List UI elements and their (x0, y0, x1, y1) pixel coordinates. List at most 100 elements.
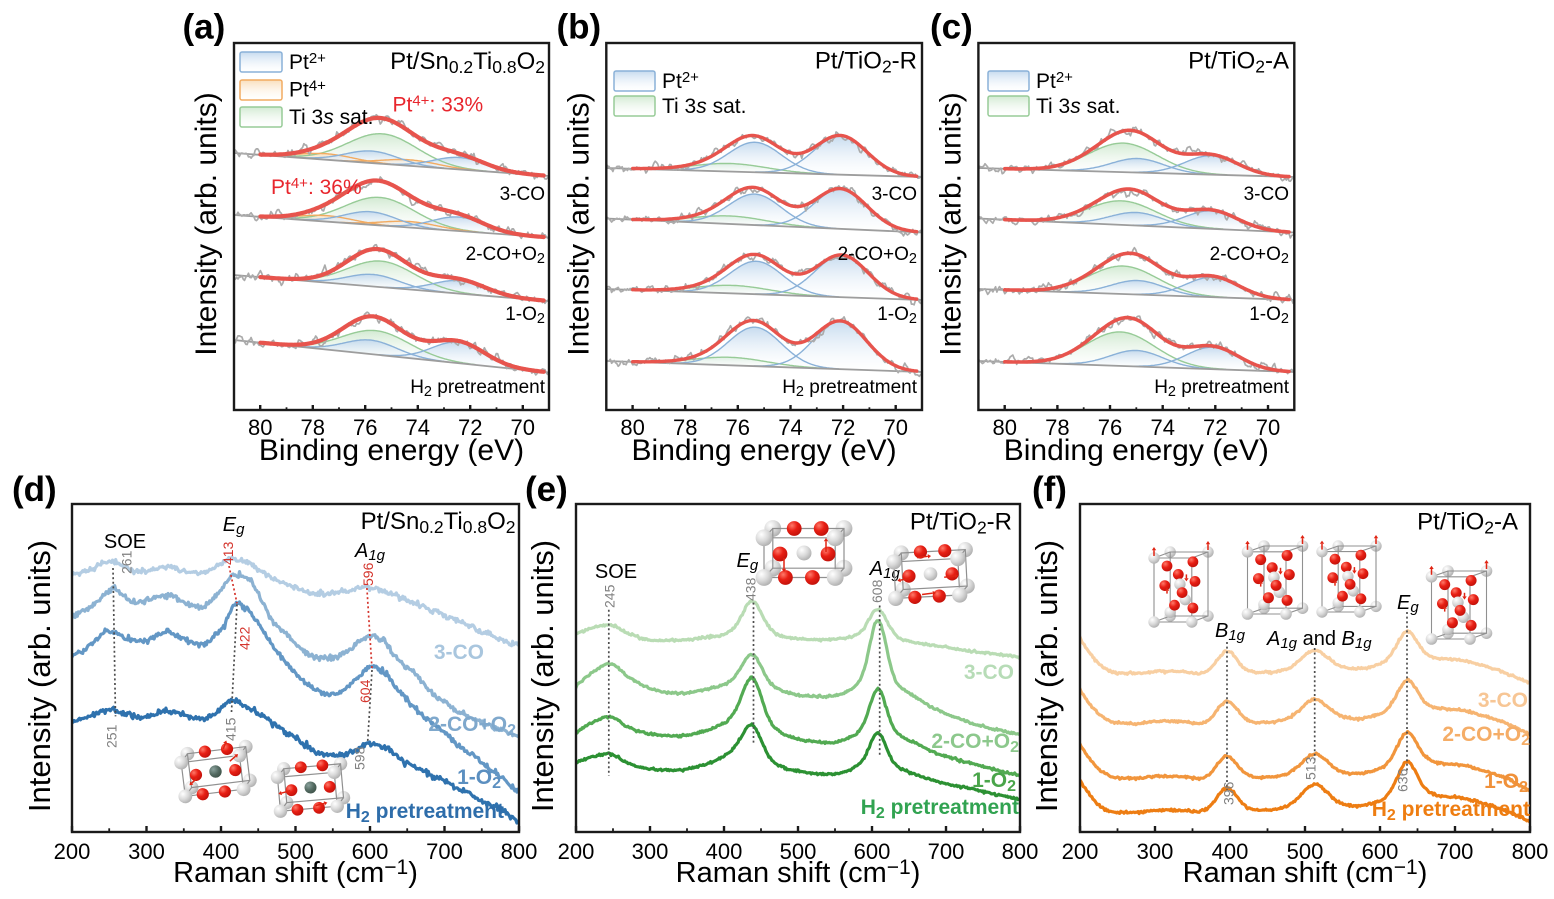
svg-text:700: 700 (1437, 839, 1474, 864)
svg-text:500: 500 (1287, 839, 1324, 864)
svg-text:70: 70 (511, 415, 535, 440)
svg-text:200: 200 (54, 839, 91, 864)
svg-text:Eg: Eg (223, 514, 245, 538)
svg-text:636: 636 (1395, 768, 1411, 792)
svg-text:400: 400 (203, 839, 240, 864)
svg-text:300: 300 (1137, 839, 1174, 864)
svg-text:Raman shift (cm−1): Raman shift (cm−1) (173, 856, 418, 889)
svg-text:SOE: SOE (104, 531, 146, 553)
svg-text:78: 78 (673, 415, 697, 440)
svg-text:(d): (d) (12, 470, 57, 509)
svg-text:600: 600 (854, 839, 891, 864)
svg-text:800: 800 (501, 839, 538, 864)
svg-text:438: 438 (743, 577, 759, 601)
svg-text:H2 pretreatment: H2 pretreatment (1154, 377, 1290, 400)
svg-text:70: 70 (1256, 415, 1280, 440)
svg-text:Raman shift (cm−1): Raman shift (cm−1) (1183, 856, 1428, 889)
svg-text:Binding energy (eV): Binding energy (eV) (259, 434, 524, 467)
svg-text:1-O2: 1-O2 (505, 304, 545, 327)
svg-text:396: 396 (1221, 781, 1237, 805)
svg-text:3-CO: 3-CO (434, 641, 484, 664)
svg-text:300: 300 (128, 839, 165, 864)
svg-text:500: 500 (277, 839, 314, 864)
svg-text:76: 76 (1098, 415, 1122, 440)
svg-text:78: 78 (1045, 415, 1069, 440)
svg-text:H2 pretreatment: H2 pretreatment (861, 796, 1019, 822)
svg-text:500: 500 (780, 839, 817, 864)
svg-text:Eg: Eg (1397, 592, 1419, 616)
svg-text:1-O2: 1-O2 (1249, 304, 1289, 327)
svg-text:Pt/TiO2-A: Pt/TiO2-A (1417, 509, 1518, 538)
svg-text:400: 400 (1212, 839, 1249, 864)
svg-text:80: 80 (248, 415, 272, 440)
svg-text:600: 600 (352, 839, 389, 864)
svg-text:B1g: B1g (1215, 620, 1246, 644)
svg-text:422: 422 (237, 626, 253, 650)
svg-text:2-CO+O2: 2-CO+O2 (428, 713, 516, 739)
svg-text:(f): (f) (1032, 470, 1067, 509)
svg-text:Pt/TiO2-A: Pt/TiO2-A (1188, 48, 1289, 77)
svg-text:SOE: SOE (595, 561, 637, 583)
svg-text:2-CO+O2: 2-CO+O2 (838, 244, 917, 267)
svg-text:513: 513 (1303, 756, 1319, 780)
svg-text:200: 200 (1062, 839, 1099, 864)
svg-text:700: 700 (928, 839, 965, 864)
svg-text:Intensity (arb. units): Intensity (arb. units) (22, 540, 57, 812)
svg-text:Intensity (arb. units): Intensity (arb. units) (1029, 540, 1064, 812)
svg-text:72: 72 (1203, 415, 1227, 440)
svg-text:608: 608 (869, 579, 885, 603)
svg-text:76: 76 (726, 415, 750, 440)
svg-text:3-CO: 3-CO (964, 661, 1014, 684)
svg-text:Ti 3s sat.: Ti 3s sat. (289, 106, 373, 129)
svg-text:2-CO+O2: 2-CO+O2 (1210, 244, 1289, 267)
svg-text:Ti 3s sat.: Ti 3s sat. (1036, 95, 1120, 118)
svg-text:604: 604 (357, 679, 373, 703)
svg-text:74: 74 (1150, 415, 1174, 440)
svg-text:Pt/TiO2-R: Pt/TiO2-R (910, 509, 1012, 538)
svg-text:Binding energy (eV): Binding energy (eV) (632, 434, 897, 467)
svg-text:600: 600 (1362, 839, 1399, 864)
svg-text:3-CO: 3-CO (500, 184, 545, 205)
svg-text:72: 72 (458, 415, 482, 440)
svg-text:Binding energy (eV): Binding energy (eV) (1004, 434, 1269, 467)
svg-text:Intensity (arb. units): Intensity (arb. units) (934, 92, 967, 355)
svg-text:2-CO+O2: 2-CO+O2 (466, 244, 545, 267)
svg-text:251: 251 (104, 724, 120, 748)
svg-text:800: 800 (1512, 839, 1549, 864)
svg-text:200: 200 (558, 839, 595, 864)
svg-text:H2 pretreatment: H2 pretreatment (346, 800, 504, 826)
svg-text:Pt4+: 36%: Pt4+: 36% (271, 175, 362, 199)
svg-text:H2 pretreatment: H2 pretreatment (410, 377, 546, 400)
svg-text:(c): (c) (930, 8, 973, 47)
svg-text:70: 70 (883, 415, 907, 440)
svg-text:80: 80 (992, 415, 1016, 440)
svg-text:Ti 3s sat.: Ti 3s sat. (662, 95, 746, 118)
svg-text:78: 78 (301, 415, 325, 440)
svg-text:H2 pretreatment: H2 pretreatment (782, 377, 918, 400)
svg-text:A1g: A1g (354, 540, 386, 564)
svg-text:415: 415 (223, 717, 239, 741)
svg-text:2-CO+O2: 2-CO+O2 (931, 730, 1019, 756)
svg-text:A1g: A1g (869, 558, 901, 582)
svg-text:Eg: Eg (737, 550, 759, 574)
svg-text:74: 74 (406, 415, 430, 440)
svg-text:800: 800 (1002, 839, 1039, 864)
svg-text:H2 pretreatment: H2 pretreatment (1372, 798, 1530, 824)
svg-text:596: 596 (360, 562, 376, 586)
svg-text:Intensity (arb. units): Intensity (arb. units) (190, 92, 223, 355)
svg-text:72: 72 (831, 415, 855, 440)
svg-text:400: 400 (706, 839, 743, 864)
svg-text:(e): (e) (525, 470, 568, 509)
svg-text:2-CO+O2: 2-CO+O2 (1442, 723, 1530, 749)
svg-text:76: 76 (353, 415, 377, 440)
svg-text:245: 245 (602, 584, 618, 608)
svg-text:300: 300 (632, 839, 669, 864)
svg-text:Pt/TiO2-R: Pt/TiO2-R (815, 48, 917, 77)
svg-text:3-CO: 3-CO (872, 184, 917, 205)
svg-text:Intensity (arb. units): Intensity (arb. units) (562, 92, 595, 355)
svg-text:74: 74 (778, 415, 802, 440)
svg-text:3-CO: 3-CO (1244, 184, 1289, 205)
svg-text:Pt4+: 33%: Pt4+: 33% (393, 93, 484, 117)
svg-text:(b): (b) (557, 8, 602, 47)
svg-text:Raman shift (cm−1): Raman shift (cm−1) (676, 856, 921, 889)
